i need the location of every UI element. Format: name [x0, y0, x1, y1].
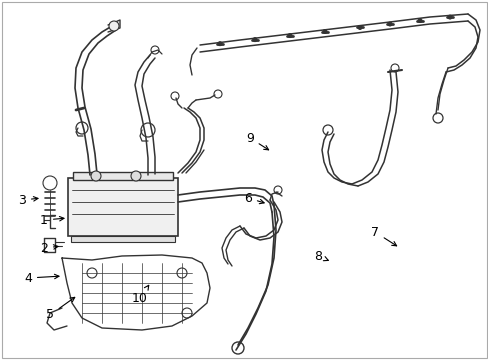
Circle shape — [447, 15, 451, 19]
Text: 4: 4 — [24, 271, 59, 284]
Text: 9: 9 — [245, 131, 268, 150]
Circle shape — [287, 33, 291, 37]
Text: 1: 1 — [40, 213, 64, 226]
Bar — [68, 178, 178, 236]
Circle shape — [91, 171, 101, 181]
Bar — [73, 172, 173, 180]
Text: 10: 10 — [132, 285, 148, 305]
Bar — [71, 236, 175, 242]
Circle shape — [131, 171, 141, 181]
Text: 8: 8 — [313, 249, 327, 262]
Circle shape — [252, 38, 257, 42]
Circle shape — [218, 42, 222, 46]
Circle shape — [357, 26, 361, 30]
Circle shape — [387, 22, 391, 26]
Text: 3: 3 — [18, 194, 38, 207]
Circle shape — [417, 19, 421, 23]
Text: 6: 6 — [244, 192, 264, 204]
Text: 7: 7 — [370, 225, 396, 246]
Circle shape — [323, 30, 326, 33]
Circle shape — [109, 21, 119, 31]
Text: 5: 5 — [46, 297, 75, 321]
Text: 2: 2 — [40, 242, 58, 255]
